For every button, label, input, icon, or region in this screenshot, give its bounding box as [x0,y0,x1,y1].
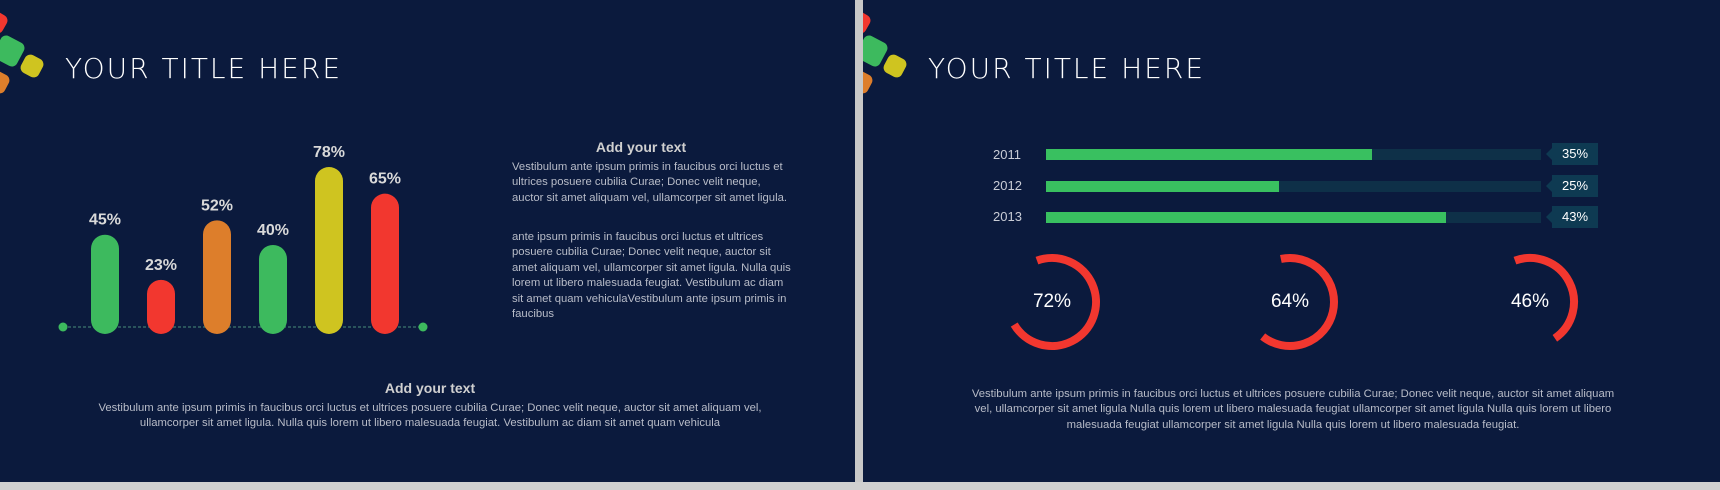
progress-fill-2013 [1046,212,1447,223]
slide-left: YOUR TITLE HERE 45% 23% 52% 40% 78% 65% Add y… [0,0,855,482]
bar-value-label-5: 78% [313,144,345,161]
bar-value-label-1: 45% [89,212,121,229]
bar-value-label-2: 23% [145,257,177,274]
bottom-strip [0,482,1720,490]
year-label-2011: 2011 [993,147,1021,162]
baseline-dot-right [418,322,428,332]
side-text-paragraph-1: Vestibulum ante ipsum primis in faucibus… [512,161,788,204]
bar-2 [147,279,175,334]
bar-value-label-6: 65% [369,171,401,188]
bar-1 [91,234,119,334]
donut-chart [1010,254,1578,350]
year-label-2012: 2012 [993,178,1022,193]
side-text-heading: Add your text [595,139,687,155]
year-label-2013: 2013 [993,209,1022,224]
progress-track-2013 [1046,212,1541,223]
donut-label-1: 72% [1032,291,1072,312]
bottom-text-heading: Add your text [384,380,476,396]
bar-6 [371,193,399,334]
donut-arc-1 [1010,254,1100,350]
bar-value-label-4: 40% [257,222,289,239]
side-text-paragraph-2: ante ipsum primis in faucibus orci luctu… [512,231,791,321]
progress-fill-2011 [1046,149,1372,160]
pct-badge-2011: 35% [1546,143,1598,165]
bar-3 [203,220,231,334]
slide-divider [855,0,863,490]
progress-track-2012 [1046,181,1541,192]
slide-right: YOUR TITLE HERE 2011 35% 2012 25% 2013 4… [863,0,1720,482]
donut-label-2: 64% [1270,291,1310,312]
bar-4 [259,244,287,334]
page-title: YOUR TITLE HERE [65,52,343,85]
bar-chart: 45% 23% 52% 40% 78% 65% [58,144,428,334]
donut-arc-3 [1513,254,1578,342]
baseline-dot-left [58,322,68,332]
bar-value-label-3: 52% [201,197,233,214]
progress-fill-2012 [1046,181,1279,192]
bottom-text-paragraph: Vestibulum ante ipsum primis in faucibus… [98,402,762,430]
page-title: YOUR TITLE HERE [928,52,1206,85]
bar-5 [315,167,343,334]
donut-label-3: 46% [1510,291,1550,312]
pct-badge-2013: 43% [1546,206,1598,228]
footer-paragraph: Vestibulum ante ipsum primis in faucibus… [971,388,1615,431]
progress-track-2011 [1046,149,1541,160]
pct-badge-2012: 25% [1546,175,1598,197]
donut-arc-2 [1260,254,1338,350]
